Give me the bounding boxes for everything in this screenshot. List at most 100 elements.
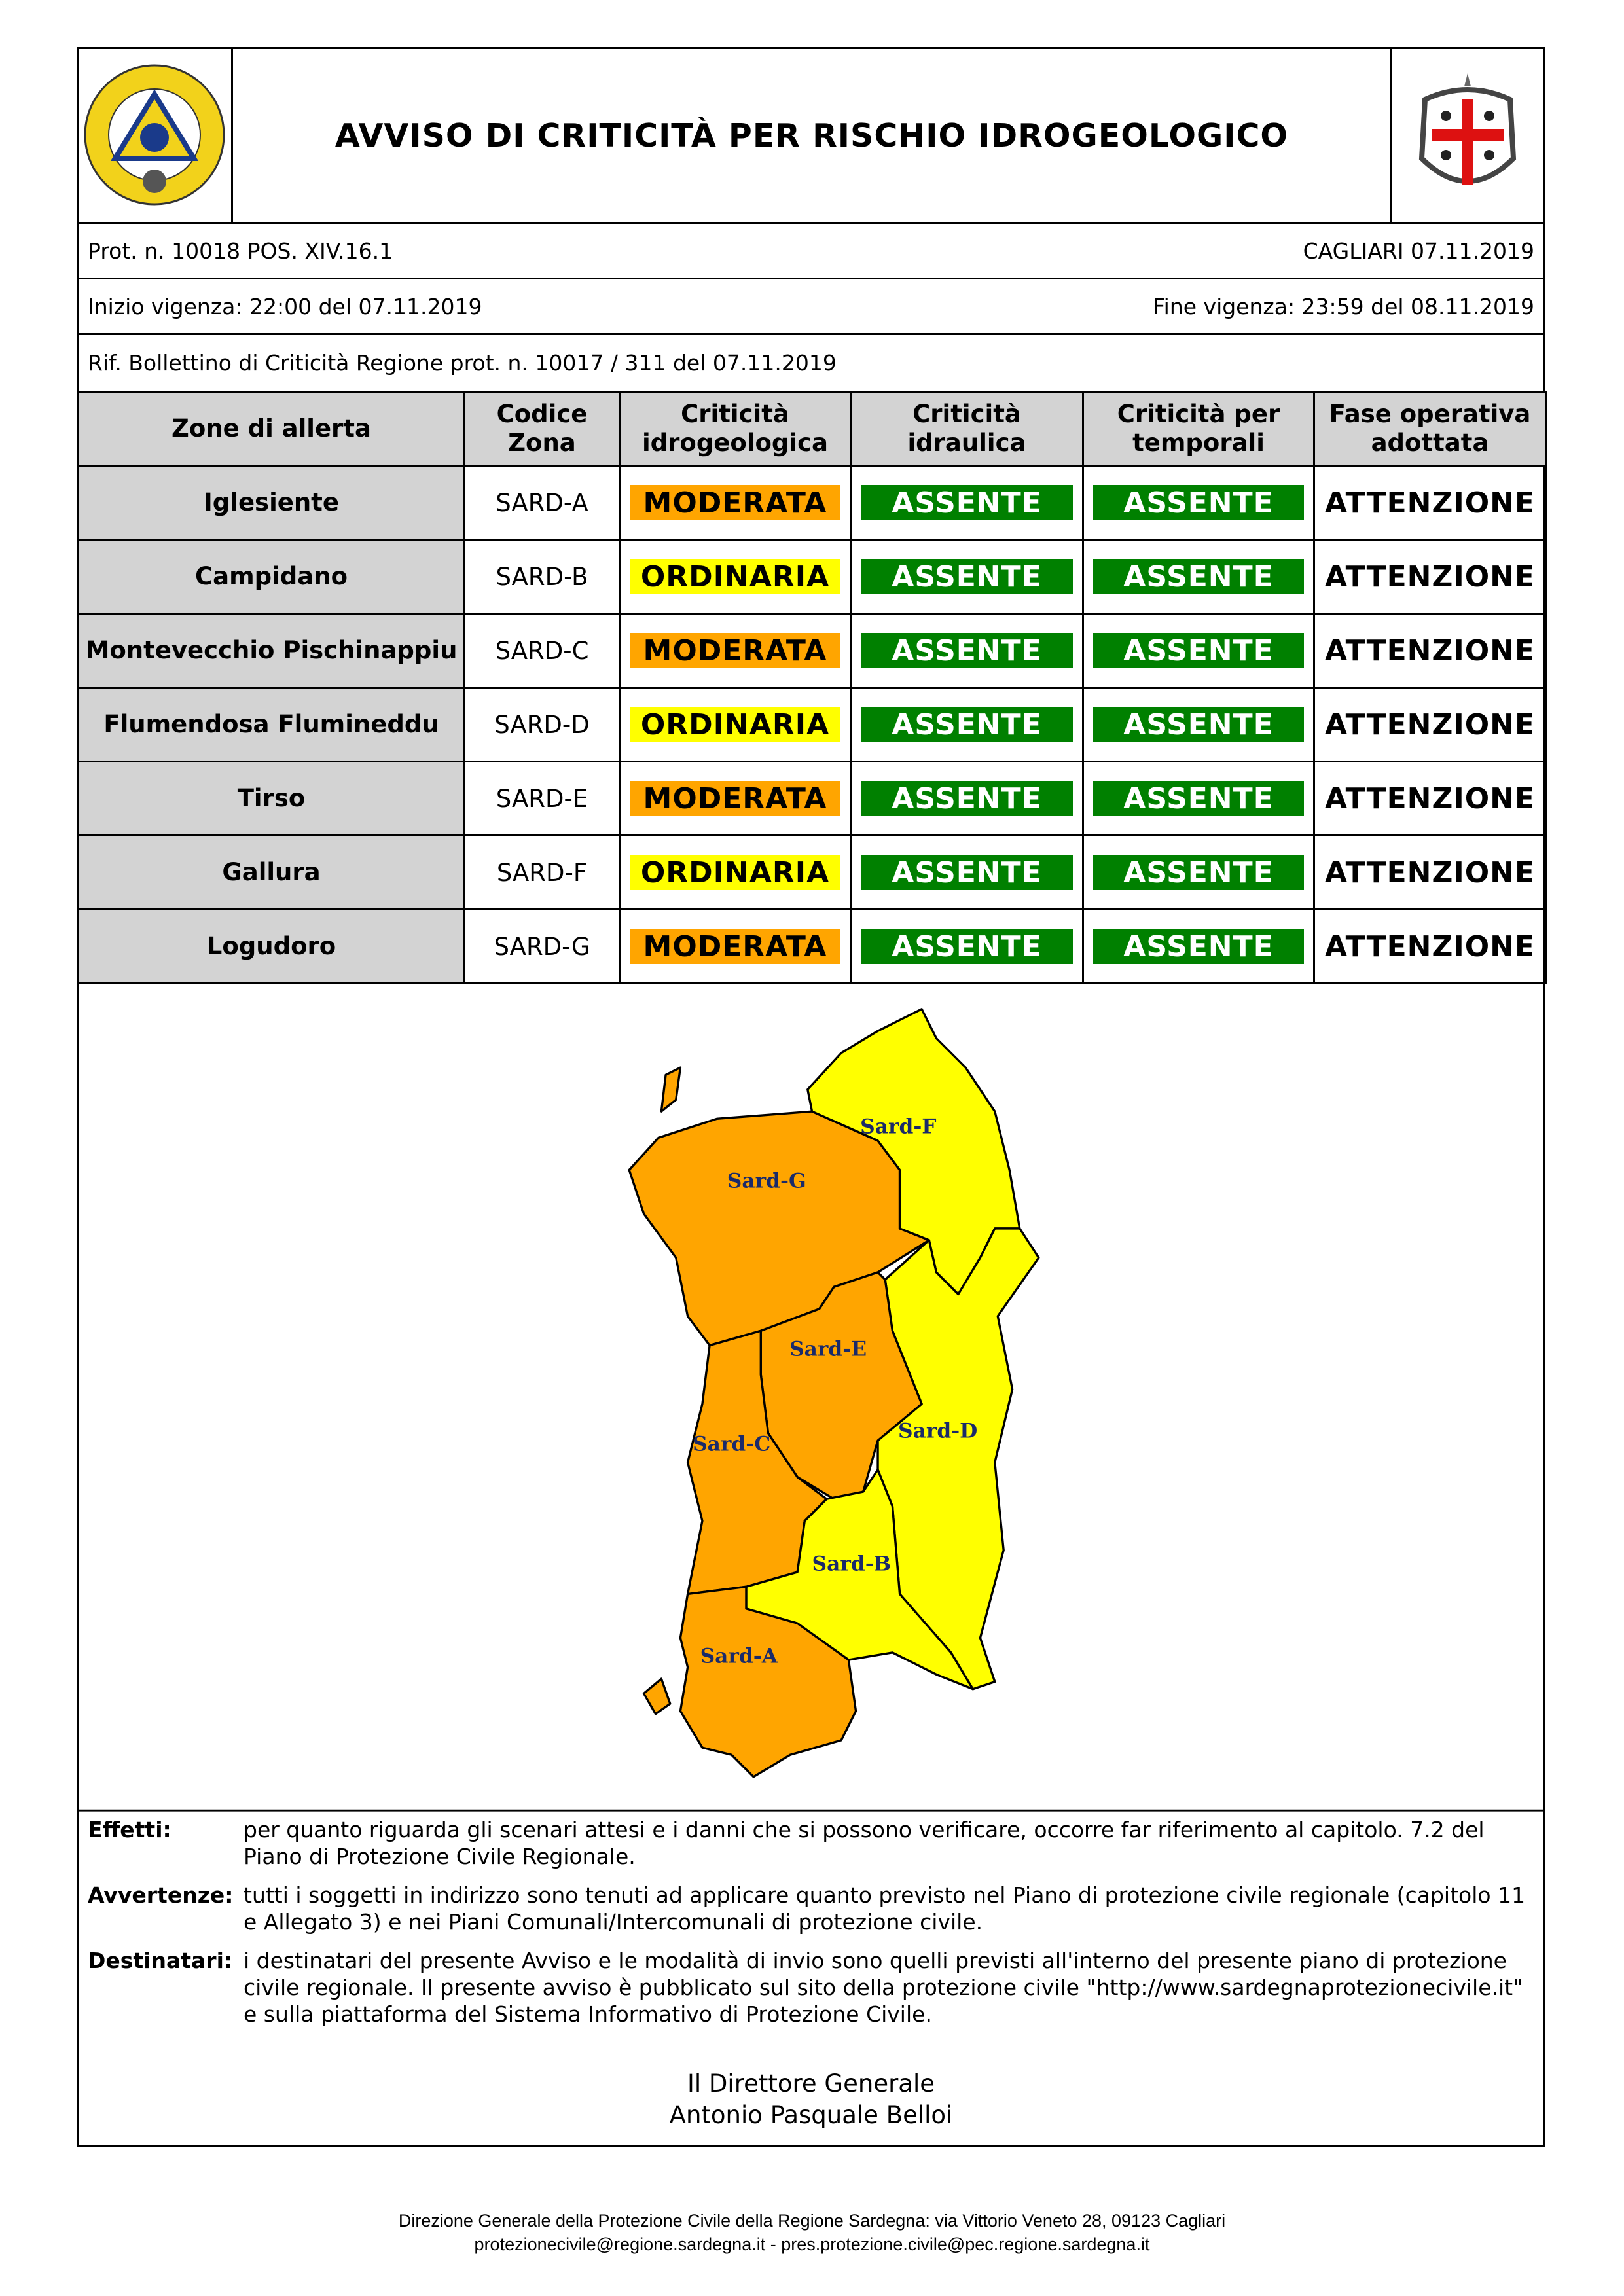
zone-name: Iglesiente [77,465,465,541]
note-text: per quanto riguarda gli scenari attesi e… [244,1817,1485,1869]
cell-idrogeologica: MODERATA [619,761,852,836]
fase-operativa: ATTENZIONE [1313,834,1547,910]
cell-temporali: ASSENTE [1082,761,1315,836]
cell-temporali: ASSENTE [1082,465,1315,541]
note-key: Effetti: [88,1817,171,1842]
status-badge: ASSENTE [861,707,1073,742]
status-badge: ASSENTE [1093,559,1304,594]
table-row: Montevecchio Pischinappiu SARD-C MODERAT… [77,613,1547,689]
validity-start: Inizio vigenza: 22:00 del 07.11.2019 [88,293,482,319]
cell-idraulica: ASSENTE [850,908,1084,984]
zone-code: SARD-B [463,539,621,615]
status-badge: ASSENTE [861,633,1073,668]
col-zone: Zone di allerta [77,391,465,467]
zone-name: Flumendosa Flumineddu [77,687,465,762]
status-badge: ORDINARIA [630,559,840,594]
status-badge: ASSENTE [1093,929,1304,964]
footer-address: Direzione Generale della Protezione Civi… [398,2211,1226,2231]
note-effetti: Effetti: per quanto riguarda gli scenari … [88,1816,1528,1870]
cell-idraulica: ASSENTE [850,834,1084,910]
note-destinatari: Destinatari: i destinatari del presente A… [88,1947,1528,2028]
footer-emails: protezionecivile@regione.sardegna.it - p… [474,2234,1150,2254]
table-row: Flumendosa Flumineddu SARD-D ORDINARIA AS… [77,687,1547,762]
cell-idraulica: ASSENTE [850,465,1084,541]
table-row: Tirso SARD-E MODERATA ASSENTE ASSENTE ATTE… [77,761,1547,836]
validity-row: Inizio vigenza: 22:00 del 07.11.2019 Fin… [77,279,1545,335]
footer: Direzione Generale della Protezione Civi… [0,2209,1624,2256]
fase-operativa: ATTENZIONE [1313,465,1547,541]
col-idrogeologica: Criticità idrogeologica [619,391,852,467]
status-badge: ORDINARIA [630,855,840,890]
notes-section: Effetti: per quanto riguarda gli scenari … [88,1816,1528,2039]
alert-table: Zone di allerta Codice Zona Criticità id… [77,391,1547,984]
protocol-number: Prot. n. 10018 POS. XIV.16.1 [88,238,393,264]
col-idraulica: Criticità idraulica [850,391,1084,467]
cell-idraulica: ASSENTE [850,613,1084,689]
status-badge: ASSENTE [1093,707,1304,742]
cell-idrogeologica: MODERATA [619,908,852,984]
zone-code: SARD-C [463,613,621,689]
status-badge: MODERATA [630,633,840,668]
status-badge: ORDINARIA [630,707,840,742]
status-badge: MODERATA [630,781,840,816]
place-date: CAGLIARI 07.11.2019 [1303,238,1534,264]
cell-idrogeologica: ORDINARIA [619,687,852,762]
document-frame [77,47,1545,2147]
status-badge: ASSENTE [861,855,1073,890]
header-row [77,47,1545,224]
cell-temporali: ASSENTE [1082,613,1315,689]
table-row: Iglesiente SARD-A MODERATA ASSENTE ASSENTE… [77,465,1547,541]
status-badge: ASSENTE [861,485,1073,520]
status-badge: ASSENTE [861,559,1073,594]
zone-name: Campidano [77,539,465,615]
table-row: Logudoro SARD-G MODERATA ASSENTE ASSENTE A… [77,908,1547,984]
validity-end: Fine vigenza: 23:59 del 08.11.2019 [1153,293,1534,319]
table-header-row: Zone di allerta Codice Zona Criticità id… [77,391,1547,467]
cell-temporali: ASSENTE [1082,687,1315,762]
regione-sardegna-logo [77,47,233,224]
status-badge: ASSENTE [1093,855,1304,890]
cell-idraulica: ASSENTE [850,761,1084,836]
zone-name: Logudoro [77,908,465,984]
signature: Il Direttore Generale Antonio Pasquale B… [77,2068,1545,2131]
zone-code: SARD-G [463,908,621,984]
col-code: Codice Zona [463,391,621,467]
table-row: Gallura SARD-F ORDINARIA ASSENTE ASSENTE A… [77,834,1547,910]
status-badge: ASSENTE [1093,633,1304,668]
note-key: Avvertenze: [88,1882,234,1908]
status-badge: ASSENTE [1093,485,1304,520]
cell-idraulica: ASSENTE [850,687,1084,762]
cell-idrogeologica: MODERATA [619,613,852,689]
col-temporali: Criticità per temporali [1082,391,1315,467]
zone-code: SARD-F [463,834,621,910]
fase-operativa: ATTENZIONE [1313,761,1547,836]
sardinia-coat-of-arms [1390,47,1545,224]
cell-temporali: ASSENTE [1082,834,1315,910]
zone-code: SARD-A [463,465,621,541]
status-badge: ASSENTE [1093,781,1304,816]
page-title: AVVISO DI CRITICITÀ PER RISCHIO IDROGEOL… [334,117,1289,154]
cell-idrogeologica: MODERATA [619,465,852,541]
zone-name: Montevecchio Pischinappiu [77,613,465,689]
status-badge: ASSENTE [861,781,1073,816]
zone-code: SARD-E [463,761,621,836]
zone-code: SARD-D [463,687,621,762]
reference-row: Rif. Bollettino di Criticità Regione pro… [77,335,1545,391]
note-text: tutti i soggetti in indirizzo sono tenut… [244,1882,1526,1935]
cell-temporali: ASSENTE [1082,539,1315,615]
note-key: Destinatari: [88,1948,233,1973]
status-badge: MODERATA [630,485,840,520]
fase-operativa: ATTENZIONE [1313,539,1547,615]
status-badge: ASSENTE [861,929,1073,964]
fase-operativa: ATTENZIONE [1313,908,1547,984]
signature-role: Il Direttore Generale [687,2070,935,2098]
cell-idrogeologica: ORDINARIA [619,539,852,615]
cell-idrogeologica: ORDINARIA [619,834,852,910]
zone-name: Gallura [77,834,465,910]
fase-operativa: ATTENZIONE [1313,687,1547,762]
bulletin-reference: Rif. Bollettino di Criticità Regione pro… [88,350,837,376]
signature-name: Antonio Pasquale Belloi [669,2101,953,2129]
note-text: i destinatari del presente Avviso e le m… [244,1948,1523,2027]
protocol-row: Prot. n. 10018 POS. XIV.16.1 CAGLIARI 07… [77,224,1545,279]
col-fase: Fase operativa adottata [1313,391,1547,467]
